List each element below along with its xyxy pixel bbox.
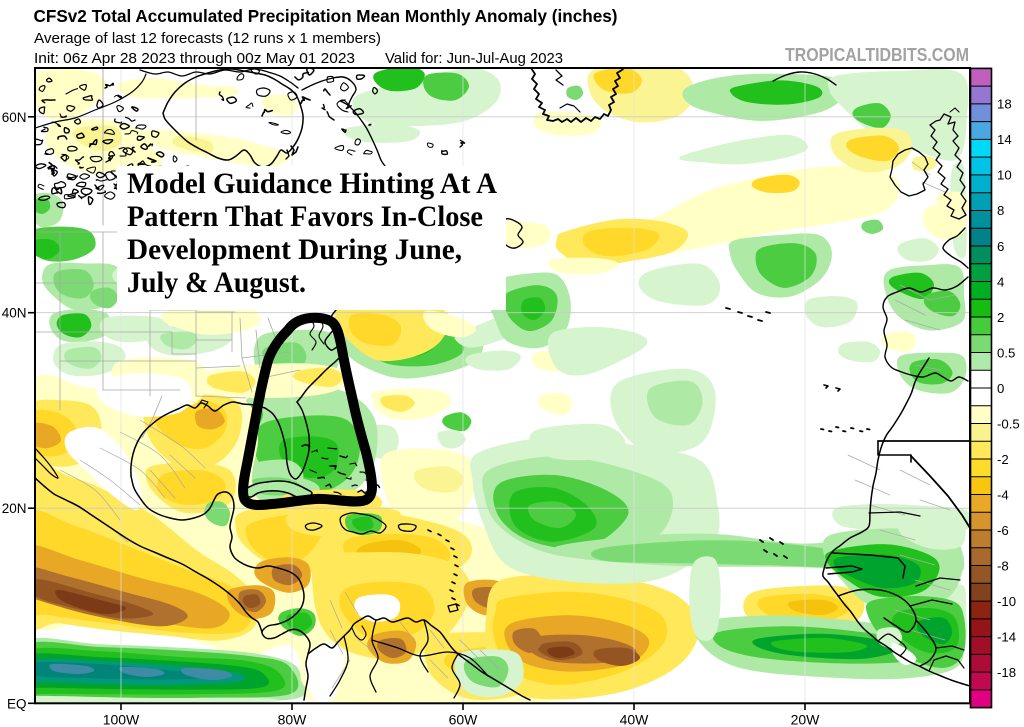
svg-text:60N: 60N xyxy=(2,110,27,125)
svg-text:CFSv2 Total Accumulated Precip: CFSv2 Total Accumulated Precipitation Me… xyxy=(34,6,618,26)
svg-text:4: 4 xyxy=(997,274,1004,289)
svg-text:0.5: 0.5 xyxy=(997,345,1015,360)
svg-text:10: 10 xyxy=(997,168,1012,183)
svg-text:Init: 06z Apr 28 2023 through: Init: 06z Apr 28 2023 through 00z May 01… xyxy=(34,50,355,67)
svg-text:TROPICALTIDBITS.COM: TROPICALTIDBITS.COM xyxy=(785,44,969,65)
svg-text:20N: 20N xyxy=(2,501,27,516)
svg-text:100W: 100W xyxy=(103,712,140,727)
svg-text:60W: 60W xyxy=(449,712,479,727)
svg-text:0: 0 xyxy=(997,381,1004,396)
svg-text:40W: 40W xyxy=(620,712,650,727)
svg-text:-18: -18 xyxy=(997,665,1016,680)
svg-text:-2: -2 xyxy=(997,452,1009,467)
svg-text:2: 2 xyxy=(997,310,1004,325)
svg-text:18: 18 xyxy=(997,97,1012,112)
svg-text:Development During June,: Development During June, xyxy=(127,233,462,266)
svg-text:-8: -8 xyxy=(997,558,1009,573)
svg-text:July & August.: July & August. xyxy=(127,266,306,299)
svg-text:-0.5: -0.5 xyxy=(997,416,1020,431)
svg-text:20W: 20W xyxy=(791,712,821,727)
svg-text:Model Guidance Hinting At A: Model Guidance Hinting At A xyxy=(127,167,497,200)
svg-text:40N: 40N xyxy=(2,306,27,321)
svg-text:14: 14 xyxy=(997,132,1012,147)
svg-text:Valid for: Jun-Jul-Aug 2023: Valid for: Jun-Jul-Aug 2023 xyxy=(385,50,563,67)
svg-text:8: 8 xyxy=(997,203,1004,218)
svg-text:Pattern That Favors In-Close: Pattern That Favors In-Close xyxy=(127,200,483,233)
svg-text:80W: 80W xyxy=(278,712,308,727)
svg-text:Average of last 12 forecasts (: Average of last 12 forecasts (12 runs x … xyxy=(34,30,381,47)
svg-text:6: 6 xyxy=(997,239,1004,254)
svg-text:-14: -14 xyxy=(997,629,1016,644)
svg-text:-6: -6 xyxy=(997,523,1009,538)
svg-text:-4: -4 xyxy=(997,487,1009,502)
svg-text:-10: -10 xyxy=(997,594,1016,609)
svg-text:EQ: EQ xyxy=(7,696,27,711)
